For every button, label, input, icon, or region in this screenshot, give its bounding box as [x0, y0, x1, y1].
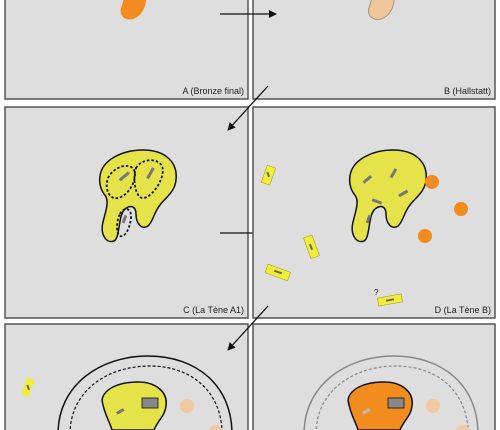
- panel-c-enclosure-right: [133, 159, 164, 199]
- panel-e-mound: [101, 381, 167, 430]
- panel-e-pit: [209, 425, 223, 430]
- panel-d-flat-grave-skeletons: [266, 171, 395, 302]
- panel-d-burial: [371, 198, 383, 205]
- panel-f-mound: [347, 381, 413, 430]
- panel-e-pits: [180, 399, 223, 430]
- panel-c-burial: [118, 171, 130, 182]
- panel-c-grave-enclosures: [105, 159, 164, 238]
- panel-b-label: B (Hallstatt): [444, 86, 491, 96]
- panel-c-burial: [146, 167, 155, 180]
- panel-d-pits: [418, 175, 468, 243]
- panel-d-pit: [418, 229, 432, 243]
- panel-d-pit: [454, 202, 468, 216]
- panel-f-burials: [362, 397, 405, 415]
- question-mark: ?: [374, 288, 379, 297]
- panel-e-enclosure-ditch-dashed: [69, 365, 223, 430]
- panel-b: B (Hallstatt): [252, 0, 496, 100]
- panel-f-burial: [387, 397, 405, 409]
- panel-d-frame: [252, 106, 496, 319]
- panel-e: [4, 323, 249, 430]
- panel-e-burial: [141, 397, 159, 409]
- panel-f-burial: [362, 408, 371, 415]
- panel-d-burial: [389, 168, 398, 179]
- panel-e-pit: [180, 399, 194, 413]
- panel-d-pit: [425, 175, 439, 189]
- panel-e-burial: [116, 408, 125, 415]
- panel-d-label: D (La Tène B): [435, 305, 491, 315]
- panel-f-pits: [426, 399, 470, 430]
- panel-d-burials: [362, 168, 409, 224]
- transition-arrows: [220, 10, 277, 351]
- panel-c-frame: [4, 106, 249, 319]
- panel-c-burial: [121, 214, 128, 224]
- panel-a-label: A (Bronze final): [182, 86, 244, 96]
- panel-e-enclosure-ditch: [57, 355, 233, 430]
- panel-d-burial: [362, 175, 373, 184]
- panel-c-label: C (La Tène A1): [183, 305, 244, 315]
- panel-a: A (Bronze final): [4, 0, 249, 100]
- panel-c-burials: [118, 167, 155, 224]
- panel-d-burial: [365, 214, 372, 224]
- panel-c-enclosure-left: [105, 164, 136, 200]
- panel-e-burials: [116, 397, 159, 415]
- panel-c: C (La Tène A1): [4, 106, 277, 319]
- panel-a-mound: [120, 0, 147, 20]
- panel-f-pit: [426, 399, 440, 413]
- panel-d: ? D (La Tène B): [252, 106, 496, 319]
- panel-f-enclosure-ditch-dashed: [315, 365, 469, 430]
- panel-e-flat-grave-skeleton: [26, 384, 30, 391]
- arrow-b-to-c: [227, 85, 269, 131]
- panel-b-mound: [368, 0, 395, 20]
- panel-d-burial: [398, 189, 409, 198]
- panel-f-pit: [456, 425, 470, 430]
- panel-c-enclosure-bottom: [116, 208, 132, 238]
- arrow-d-to-e: [227, 305, 269, 351]
- panel-f-enclosure-ditch: [303, 355, 479, 430]
- panel-f: [252, 323, 496, 430]
